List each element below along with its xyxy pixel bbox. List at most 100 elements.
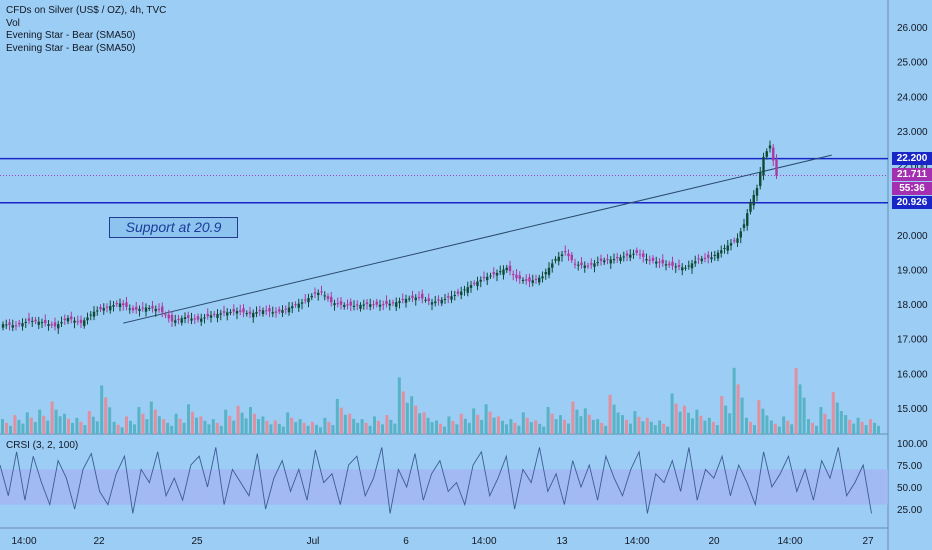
candle-body bbox=[586, 265, 590, 267]
volume-bar bbox=[199, 416, 203, 434]
volume-bar bbox=[430, 422, 434, 434]
volume-bar bbox=[290, 417, 294, 434]
crsi-label[interactable]: CRSI (3, 2, 100) bbox=[6, 440, 79, 451]
candle-body bbox=[206, 313, 209, 317]
volume-bar bbox=[195, 417, 198, 434]
indicator-evening-star-1[interactable]: Evening Star - Bear (SMA50) bbox=[6, 30, 136, 41]
support-annotation[interactable]: Support at 20.9 bbox=[109, 217, 238, 238]
candle-body bbox=[538, 277, 541, 283]
candle-body bbox=[547, 267, 551, 275]
volume-bar bbox=[397, 377, 401, 434]
volume-bar bbox=[757, 400, 761, 434]
volume-bar bbox=[525, 417, 529, 434]
candle-body bbox=[255, 312, 258, 314]
candle-body bbox=[772, 147, 775, 161]
volume-bar bbox=[368, 425, 372, 434]
crsi-line[interactable] bbox=[0, 447, 872, 514]
volume-bar bbox=[249, 407, 252, 434]
indicator-vol[interactable]: Vol bbox=[6, 17, 20, 29]
candle-body bbox=[63, 318, 66, 321]
candle-body bbox=[18, 322, 21, 325]
chart-title[interactable]: CFDs on Silver (US$ / OZ), 4h, TVC bbox=[6, 5, 167, 16]
candle-body bbox=[226, 312, 229, 316]
candle-body bbox=[79, 319, 83, 324]
indicator-evening-star-2[interactable]: Evening Star - Bear (SMA50) bbox=[6, 42, 136, 54]
volume-bar bbox=[174, 413, 178, 434]
candle-body bbox=[430, 302, 434, 305]
volume-bar bbox=[125, 416, 128, 434]
volume-bar bbox=[467, 422, 471, 434]
candle-body bbox=[53, 322, 57, 327]
volume-bar bbox=[83, 425, 87, 434]
candle-body bbox=[554, 259, 557, 261]
volume-bar bbox=[625, 419, 628, 434]
volume-bar bbox=[571, 401, 575, 434]
candle-body bbox=[395, 302, 398, 307]
candle-body bbox=[8, 322, 11, 325]
trend-line[interactable] bbox=[123, 154, 832, 324]
candle-body bbox=[573, 263, 577, 265]
volume-bar bbox=[579, 416, 583, 434]
volume-bar bbox=[550, 413, 554, 434]
candle-body bbox=[710, 257, 713, 260]
candle-body bbox=[713, 254, 716, 256]
volume-bar bbox=[426, 417, 430, 434]
volume-bar bbox=[228, 415, 232, 434]
volume-bar bbox=[42, 415, 46, 434]
price-tick-label: 16.000 bbox=[897, 369, 928, 380]
candle-body bbox=[674, 266, 677, 268]
candle-body bbox=[700, 258, 703, 262]
candle-body bbox=[131, 307, 135, 311]
volume-bar bbox=[811, 422, 814, 434]
candle-body bbox=[115, 303, 118, 305]
volume-bar bbox=[418, 413, 422, 434]
volume-bar bbox=[546, 407, 550, 434]
price-tick-label: 24.000 bbox=[897, 92, 928, 103]
price-tick-label: 19.000 bbox=[897, 265, 928, 276]
price-tick-label: 15.000 bbox=[897, 404, 928, 415]
volume-bar bbox=[559, 415, 562, 434]
volume-bar bbox=[769, 420, 773, 434]
candle-body bbox=[664, 264, 668, 266]
volume-bar bbox=[720, 396, 724, 434]
candle-body bbox=[551, 263, 554, 268]
candle-body bbox=[144, 307, 148, 312]
candle-body bbox=[31, 321, 34, 323]
candle-body bbox=[476, 281, 479, 287]
volume-bar bbox=[352, 418, 356, 434]
volume-bar bbox=[443, 426, 446, 434]
volume-bar bbox=[773, 423, 777, 434]
candle-body bbox=[362, 304, 365, 306]
candle-body bbox=[694, 261, 697, 264]
volume-bar bbox=[447, 416, 451, 434]
candle-body bbox=[684, 267, 687, 269]
volume-bar bbox=[244, 418, 248, 434]
volume-bar bbox=[21, 423, 25, 434]
candle-body bbox=[603, 260, 606, 263]
candle-body bbox=[723, 247, 726, 249]
volume-bar bbox=[224, 409, 228, 434]
candle-body bbox=[73, 320, 76, 323]
volume-bar bbox=[401, 391, 405, 434]
candle-body bbox=[287, 307, 291, 313]
candle-body bbox=[346, 304, 349, 306]
candle-body bbox=[388, 303, 391, 306]
volume-bar bbox=[835, 402, 839, 434]
volume-bar bbox=[848, 419, 852, 434]
volume-bar bbox=[261, 416, 265, 434]
volume-bar bbox=[414, 405, 418, 434]
candle-body bbox=[24, 321, 27, 323]
volume-bar bbox=[112, 421, 116, 434]
volume-bar bbox=[257, 419, 260, 434]
volume-bar bbox=[604, 425, 608, 434]
candle-body bbox=[531, 280, 534, 283]
candle-body bbox=[424, 299, 427, 301]
volume-bar bbox=[691, 418, 694, 434]
volume-bar bbox=[484, 404, 488, 434]
volume-bar bbox=[389, 419, 393, 434]
candle-body bbox=[612, 259, 616, 261]
candle-body bbox=[645, 259, 648, 261]
candle-body bbox=[326, 296, 330, 299]
volume-bar bbox=[149, 401, 153, 434]
